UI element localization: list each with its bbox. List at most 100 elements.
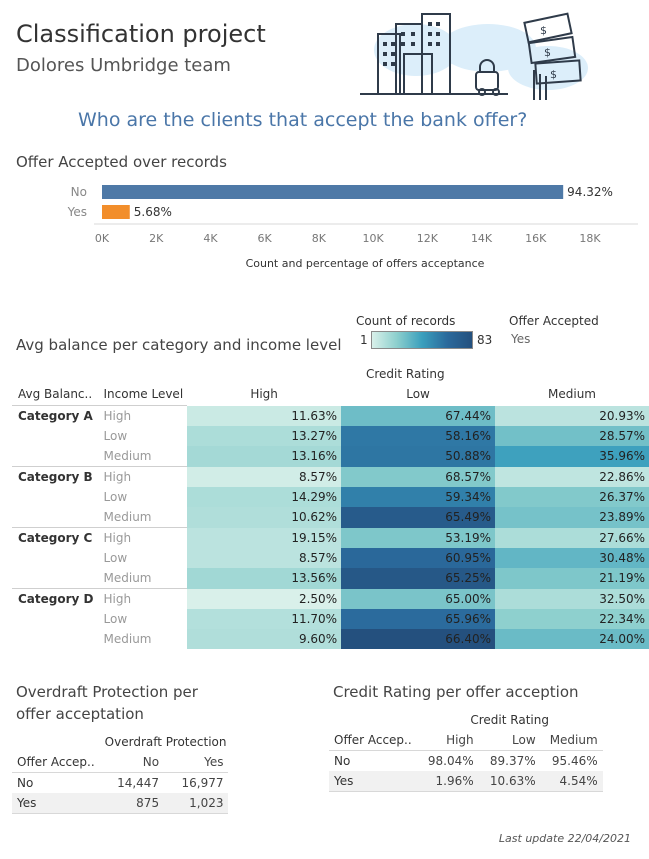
income-level-label: High: [97, 527, 188, 548]
credit-col-header: Medium: [540, 730, 603, 751]
heatmap-cell: 13.56%: [187, 568, 342, 589]
heatmap-row: Medium 10.62% 65.49% 23.89%: [12, 507, 649, 528]
bar-category-label: No: [71, 185, 87, 199]
heatmap-cell: 23.89%: [495, 507, 649, 528]
bar-data-label: 94.32%: [567, 185, 613, 199]
income-level-label: High: [97, 405, 188, 426]
svg-text:$: $: [540, 24, 547, 37]
heatmap-row-header-1: Avg Balanc..: [18, 387, 93, 401]
page-title: Classification project: [16, 20, 266, 48]
table-cell: 4.54%: [540, 771, 603, 792]
x-tick-label: 18K: [579, 232, 601, 245]
svg-text:$: $: [550, 68, 557, 81]
overdraft-table: Overdraft Protection Offer Accep.. No Ye…: [12, 732, 229, 814]
heatmap-cell: 50.88%: [341, 446, 496, 467]
category-label: [12, 507, 98, 528]
heatmap-row-header-2: Income Level: [103, 387, 184, 401]
heatmap-row: Low 8.57% 60.95% 30.48%: [12, 548, 649, 568]
bar-chart-title: Offer Accepted over records: [16, 153, 227, 171]
table-row: No 14,447 16,977: [12, 773, 228, 794]
bar: [102, 185, 564, 199]
overdraft-title-line2: offer acceptation: [16, 705, 144, 723]
heatmap-cell: 10.62%: [187, 507, 342, 528]
category-label: Category B: [12, 466, 98, 487]
bar: [102, 205, 130, 219]
table-row: Yes 875 1,023: [12, 793, 229, 814]
row-label: No: [334, 754, 351, 768]
overdraft-col-header: No: [99, 752, 165, 773]
heatmap-cell: 8.57%: [187, 548, 342, 568]
table-cell: 98.04%: [427, 754, 474, 768]
category-label: Category D: [12, 588, 98, 609]
credit-col-group: Credit Rating: [470, 713, 549, 727]
bar-category-label: Yes: [67, 205, 87, 219]
heatmap-cell: 59.34%: [341, 487, 496, 507]
legend-offer-value: Yes: [511, 332, 531, 346]
table-cell: 16,977: [181, 776, 224, 790]
table-cell: 1,023: [164, 793, 229, 814]
heatmap-cell: 68.57%: [341, 466, 496, 487]
table-cell: 1.96%: [416, 771, 479, 792]
heatmap-header-row: Avg Balanc.. Income Level High Low Mediu…: [12, 383, 649, 406]
x-tick-label: 2K: [149, 232, 164, 245]
heatmap-col-header: Medium: [548, 387, 596, 402]
heatmap-cell: 67.44%: [341, 405, 496, 426]
x-tick-label: 12K: [417, 232, 439, 245]
category-label: [12, 446, 98, 467]
category-label: [12, 487, 98, 507]
credit-col-header: High: [416, 730, 479, 751]
heatmap-row: Category D High 2.50% 65.00% 32.50%: [12, 588, 649, 609]
income-level-label: High: [97, 466, 188, 487]
heatmap-col-group: Credit Rating: [366, 367, 445, 381]
heatmap-cell: 65.25%: [341, 568, 496, 589]
table-cell: 95.46%: [551, 754, 598, 768]
category-label: [12, 426, 98, 446]
bar-data-label: 5.68%: [134, 205, 172, 219]
income-level-label: Medium: [103, 449, 152, 463]
heatmap-cell: 65.96%: [341, 609, 496, 629]
heatmap-row: Low 11.70% 65.96% 22.34%: [12, 609, 649, 629]
heatmap-cell: 28.57%: [495, 426, 649, 446]
heatmap-cell: 9.60%: [187, 629, 342, 649]
heatmap-cell: 60.95%: [341, 548, 496, 568]
heatmap-col-header: Low: [406, 387, 430, 402]
heatmap-cell: 66.40%: [341, 629, 496, 649]
heatmap-cell: 19.15%: [187, 527, 342, 548]
heatmap-cell: 2.50%: [187, 588, 342, 609]
x-tick-label: 14K: [471, 232, 493, 245]
page-question: Who are the clients that accept the bank…: [78, 109, 528, 131]
heatmap-cell: 13.16%: [187, 446, 342, 467]
credit-header-row: Offer Accep.. High Low Medium: [329, 730, 603, 751]
row-label: No: [17, 776, 34, 790]
category-label: [12, 568, 98, 589]
overdraft-header-row: Offer Accep.. No Yes: [12, 752, 229, 773]
row-label: Yes: [12, 793, 100, 814]
heatmap-col-header: High: [250, 387, 278, 402]
heatmap-cell: 11.63%: [187, 405, 342, 426]
heatmap-cell: 65.00%: [341, 588, 496, 609]
heatmap-cell: 27.66%: [495, 527, 649, 548]
credit-table-title: Credit Rating per offer acception: [333, 683, 579, 701]
count-color-legend: [371, 331, 473, 349]
table-cell: 14,447: [117, 776, 160, 790]
heatmap-row: Medium 13.56% 65.25% 21.19%: [12, 568, 649, 589]
heatmap-cell: 24.00%: [495, 629, 649, 649]
heatmap-cell: 13.27%: [187, 426, 342, 446]
income-level-label: Low: [103, 429, 128, 443]
heatmap-cell: 58.16%: [341, 426, 496, 446]
x-tick-label: 4K: [203, 232, 218, 245]
heatmap-title: Avg balance per category and income leve…: [16, 336, 342, 354]
heatmap-cell: 11.70%: [187, 609, 342, 629]
heatmap-cell: 32.50%: [495, 588, 649, 609]
heatmap-cell: 22.86%: [495, 466, 649, 487]
heatmap-cell: 26.37%: [495, 487, 649, 507]
category-label: Category C: [12, 527, 98, 548]
page-subtitle: Dolores Umbridge team: [16, 55, 231, 76]
credit-group-row: Credit Rating: [329, 710, 603, 730]
heatmap-cell: 14.29%: [187, 487, 342, 507]
row-label: Yes: [329, 771, 417, 792]
overdraft-title-line1: Overdraft Protection per: [16, 683, 198, 701]
heatmap-row: Medium 9.60% 66.40% 24.00%: [12, 629, 649, 649]
legend-max: 83: [477, 333, 493, 347]
credit-row-header: Offer Accep..: [329, 730, 417, 751]
